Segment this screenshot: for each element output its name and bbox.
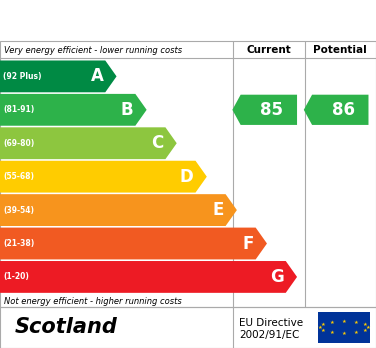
Polygon shape — [0, 194, 237, 226]
Text: (1-20): (1-20) — [3, 272, 29, 282]
Text: ★: ★ — [366, 325, 371, 330]
Text: ★: ★ — [320, 328, 325, 333]
Text: EU Directive: EU Directive — [239, 317, 303, 327]
Text: C: C — [151, 134, 164, 152]
Text: ★: ★ — [329, 330, 334, 335]
Text: 85: 85 — [260, 101, 284, 119]
Text: Potential: Potential — [314, 45, 367, 55]
Text: ★: ★ — [317, 325, 322, 330]
Polygon shape — [232, 95, 297, 125]
Text: (81-91): (81-91) — [3, 105, 34, 114]
Text: 86: 86 — [332, 101, 355, 119]
Text: A: A — [91, 68, 103, 85]
Text: Scotland: Scotland — [15, 317, 118, 338]
Polygon shape — [0, 228, 267, 259]
Polygon shape — [0, 127, 177, 159]
Text: Current: Current — [246, 45, 291, 55]
Text: 2002/91/EC: 2002/91/EC — [239, 330, 299, 340]
Text: ★: ★ — [363, 328, 368, 333]
Text: ★: ★ — [342, 331, 346, 336]
Text: E: E — [212, 201, 224, 219]
Text: Very energy efficient - lower running costs: Very energy efficient - lower running co… — [4, 46, 182, 55]
Text: Energy Efficiency Rating: Energy Efficiency Rating — [11, 11, 259, 30]
Text: Not energy efficient - higher running costs: Not energy efficient - higher running co… — [4, 296, 182, 306]
Text: ★: ★ — [342, 319, 346, 324]
Text: ★: ★ — [329, 320, 334, 325]
Text: (39-54): (39-54) — [3, 206, 34, 215]
Text: D: D — [180, 168, 194, 186]
Bar — [318, 312, 370, 343]
Polygon shape — [0, 94, 147, 126]
Text: (55-68): (55-68) — [3, 172, 34, 181]
Text: G: G — [270, 268, 284, 286]
Polygon shape — [0, 161, 207, 192]
Polygon shape — [0, 261, 297, 293]
Text: ★: ★ — [363, 322, 368, 327]
Polygon shape — [0, 61, 117, 92]
Text: ★: ★ — [354, 320, 359, 325]
Text: (69-80): (69-80) — [3, 139, 34, 148]
Text: ★: ★ — [354, 330, 359, 335]
Text: F: F — [243, 235, 254, 253]
Text: (21-38): (21-38) — [3, 239, 34, 248]
Text: (92 Plus): (92 Plus) — [3, 72, 41, 81]
Text: B: B — [121, 101, 133, 119]
Polygon shape — [304, 95, 368, 125]
Text: ★: ★ — [320, 322, 325, 327]
